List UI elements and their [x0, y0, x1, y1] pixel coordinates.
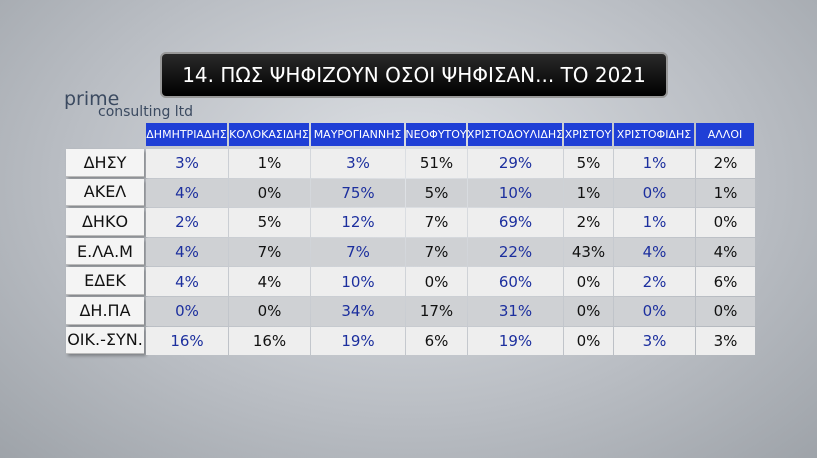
table-cell: 1% — [564, 178, 613, 208]
row-label: ΔΗ.ΠΑ — [66, 297, 144, 325]
column-header: ΧΡΙΣΤΟΔΟΥΛΙΔΗΣ — [467, 123, 563, 146]
table-cell: 10% — [468, 178, 563, 208]
row-label: ΔΗΚΟ — [66, 208, 144, 236]
table-cell: 0% — [406, 267, 467, 296]
table-cell: 2% — [146, 208, 228, 237]
table-cell: 19% — [468, 326, 563, 356]
table-cell: 16% — [146, 326, 228, 356]
column-header: ΔΗΜΗΤΡΙΑΔΗΣ — [146, 123, 227, 146]
table-cell: 0% — [564, 326, 613, 356]
table-cell: 19% — [311, 326, 405, 356]
table-cell: 3% — [146, 149, 228, 178]
table-cell: 17% — [406, 297, 467, 326]
table-cell: 0% — [146, 297, 228, 326]
column-header: ΚΟΛΟΚΑΣΙΔΗΣ — [229, 123, 309, 146]
table-cell: 2% — [614, 267, 695, 296]
table-cell: 4% — [146, 237, 228, 267]
table-cell: 4% — [146, 267, 228, 296]
table-cell: 0% — [614, 297, 695, 326]
table-cell: 4% — [229, 267, 310, 296]
table-cell: 3% — [311, 149, 405, 178]
table-cell: 12% — [311, 208, 405, 237]
table-cell: 0% — [614, 178, 695, 208]
row-label: ΔΗΣΥ — [66, 149, 144, 177]
table-cell: 0% — [696, 297, 755, 326]
table-cell: 31% — [468, 297, 563, 326]
table-cell: 3% — [614, 326, 695, 356]
column-header: ΜΑΥΡΟΓΙΑΝΝΗΣ — [311, 123, 404, 146]
table-cell: 22% — [468, 237, 563, 267]
table-cell: 1% — [614, 149, 695, 178]
row-label: ΕΔΕΚ — [66, 267, 144, 295]
table-cell: 0% — [696, 208, 755, 237]
table-cell: 4% — [614, 237, 695, 267]
table-cell: 29% — [468, 149, 563, 178]
table-cell: 6% — [406, 326, 467, 356]
logo-sub: consulting ltd — [98, 104, 194, 120]
table-cell: 16% — [229, 326, 310, 356]
table-cell: 7% — [406, 237, 467, 267]
column-header: ΑΛΛΟΙ — [696, 123, 754, 146]
table-cell: 0% — [229, 297, 310, 326]
table-cell: 0% — [229, 178, 310, 208]
row-label: Ε.ΛΑ.Μ — [66, 237, 144, 266]
table-cell: 1% — [614, 208, 695, 237]
table-cell: 3% — [696, 326, 755, 356]
table-cell: 1% — [696, 178, 755, 208]
table-cell: 5% — [406, 178, 467, 208]
table-cell: 5% — [229, 208, 310, 237]
table-cell: 0% — [564, 267, 613, 296]
table-cell: 60% — [468, 267, 563, 296]
row-label: ΑΚΕΛ — [66, 178, 144, 207]
table-cell: 7% — [229, 237, 310, 267]
table-cell: 10% — [311, 267, 405, 296]
column-header: ΧΡΙΣΤΟΦΙΔΗΣ — [614, 123, 694, 146]
column-header: ΧΡΙΣΤΟΥ — [564, 123, 612, 146]
table-cell: 6% — [696, 267, 755, 296]
table-cell: 51% — [406, 149, 467, 178]
table-cell: 4% — [146, 178, 228, 208]
table-cell: 5% — [564, 149, 613, 178]
table-cell: 4% — [696, 237, 755, 267]
table-cell: 43% — [564, 237, 613, 267]
table-cell: 2% — [696, 149, 755, 178]
title-banner: 14. ΠΩΣ ΨΗΦΙΖΟΥΝ ΟΣΟΙ ΨΗΦΙΣΑΝ... ΤΟ 2021 — [160, 52, 668, 98]
table-cell: 7% — [406, 208, 467, 237]
logo-name: prime — [64, 88, 120, 110]
table-cell: 69% — [468, 208, 563, 237]
column-header: ΝΕΟΦΥΤΟΥ — [405, 123, 467, 146]
table-cell: 0% — [564, 297, 613, 326]
table-cell: 1% — [229, 149, 310, 178]
row-label: ΟΙΚ.-ΣΥΝ. — [66, 326, 144, 355]
table-cell: 75% — [311, 178, 405, 208]
table-cell: 7% — [311, 237, 405, 267]
table-cell: 2% — [564, 208, 613, 237]
table-cell: 34% — [311, 297, 405, 326]
